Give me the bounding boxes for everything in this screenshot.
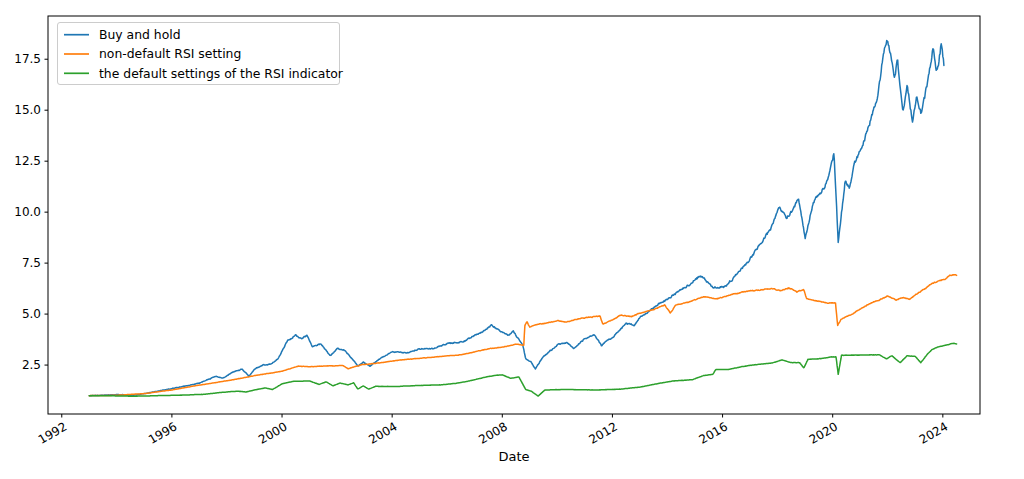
x-tick-label: 2012 [586,419,619,446]
x-tick-label: 2004 [366,419,399,446]
x-tick-label: 2000 [256,419,289,446]
y-tick-label: 17.5 [14,52,41,66]
y-tick-label: 5.0 [22,307,41,321]
x-tick-label: 2024 [917,419,950,446]
y-tick-label: 7.5 [22,256,41,270]
matplotlib-figure: 1992 1996 2000 2004 2008 2012 2016 2020 2024 2.5 5… [0,0,1024,479]
legend-item-label: Buy and hold [99,27,181,42]
y-tick-label: 2.5 [22,358,41,372]
chart-svg: 1992 1996 2000 2004 2008 2012 2016 2020 2024 2.5 5… [0,0,1024,479]
x-axis-title: Date [498,449,529,464]
legend-item-label: the default settings of the RSI indicato… [99,66,344,81]
x-tick-label: 2016 [697,419,730,446]
x-tick-label: 2020 [807,419,840,446]
y-tick-label: 10.0 [14,205,41,219]
y-tick-label: 12.5 [14,154,41,168]
x-tick-label: 1992 [36,419,69,446]
legend: Buy and hold non-default RSI setting the d… [58,23,344,85]
legend-item-label: non-default RSI setting [99,46,241,61]
y-tick-label: 15.0 [14,103,41,117]
x-tick-label: 2008 [476,419,509,446]
x-tick-label: 1996 [146,419,179,446]
